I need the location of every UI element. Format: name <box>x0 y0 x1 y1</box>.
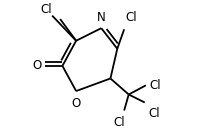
Text: O: O <box>71 97 81 110</box>
Text: Cl: Cl <box>149 79 161 92</box>
Text: Cl: Cl <box>148 107 160 120</box>
Text: N: N <box>97 11 106 24</box>
Text: Cl: Cl <box>125 11 137 24</box>
Text: Cl: Cl <box>41 3 52 16</box>
Text: Cl: Cl <box>114 116 125 129</box>
Text: O: O <box>33 59 42 72</box>
